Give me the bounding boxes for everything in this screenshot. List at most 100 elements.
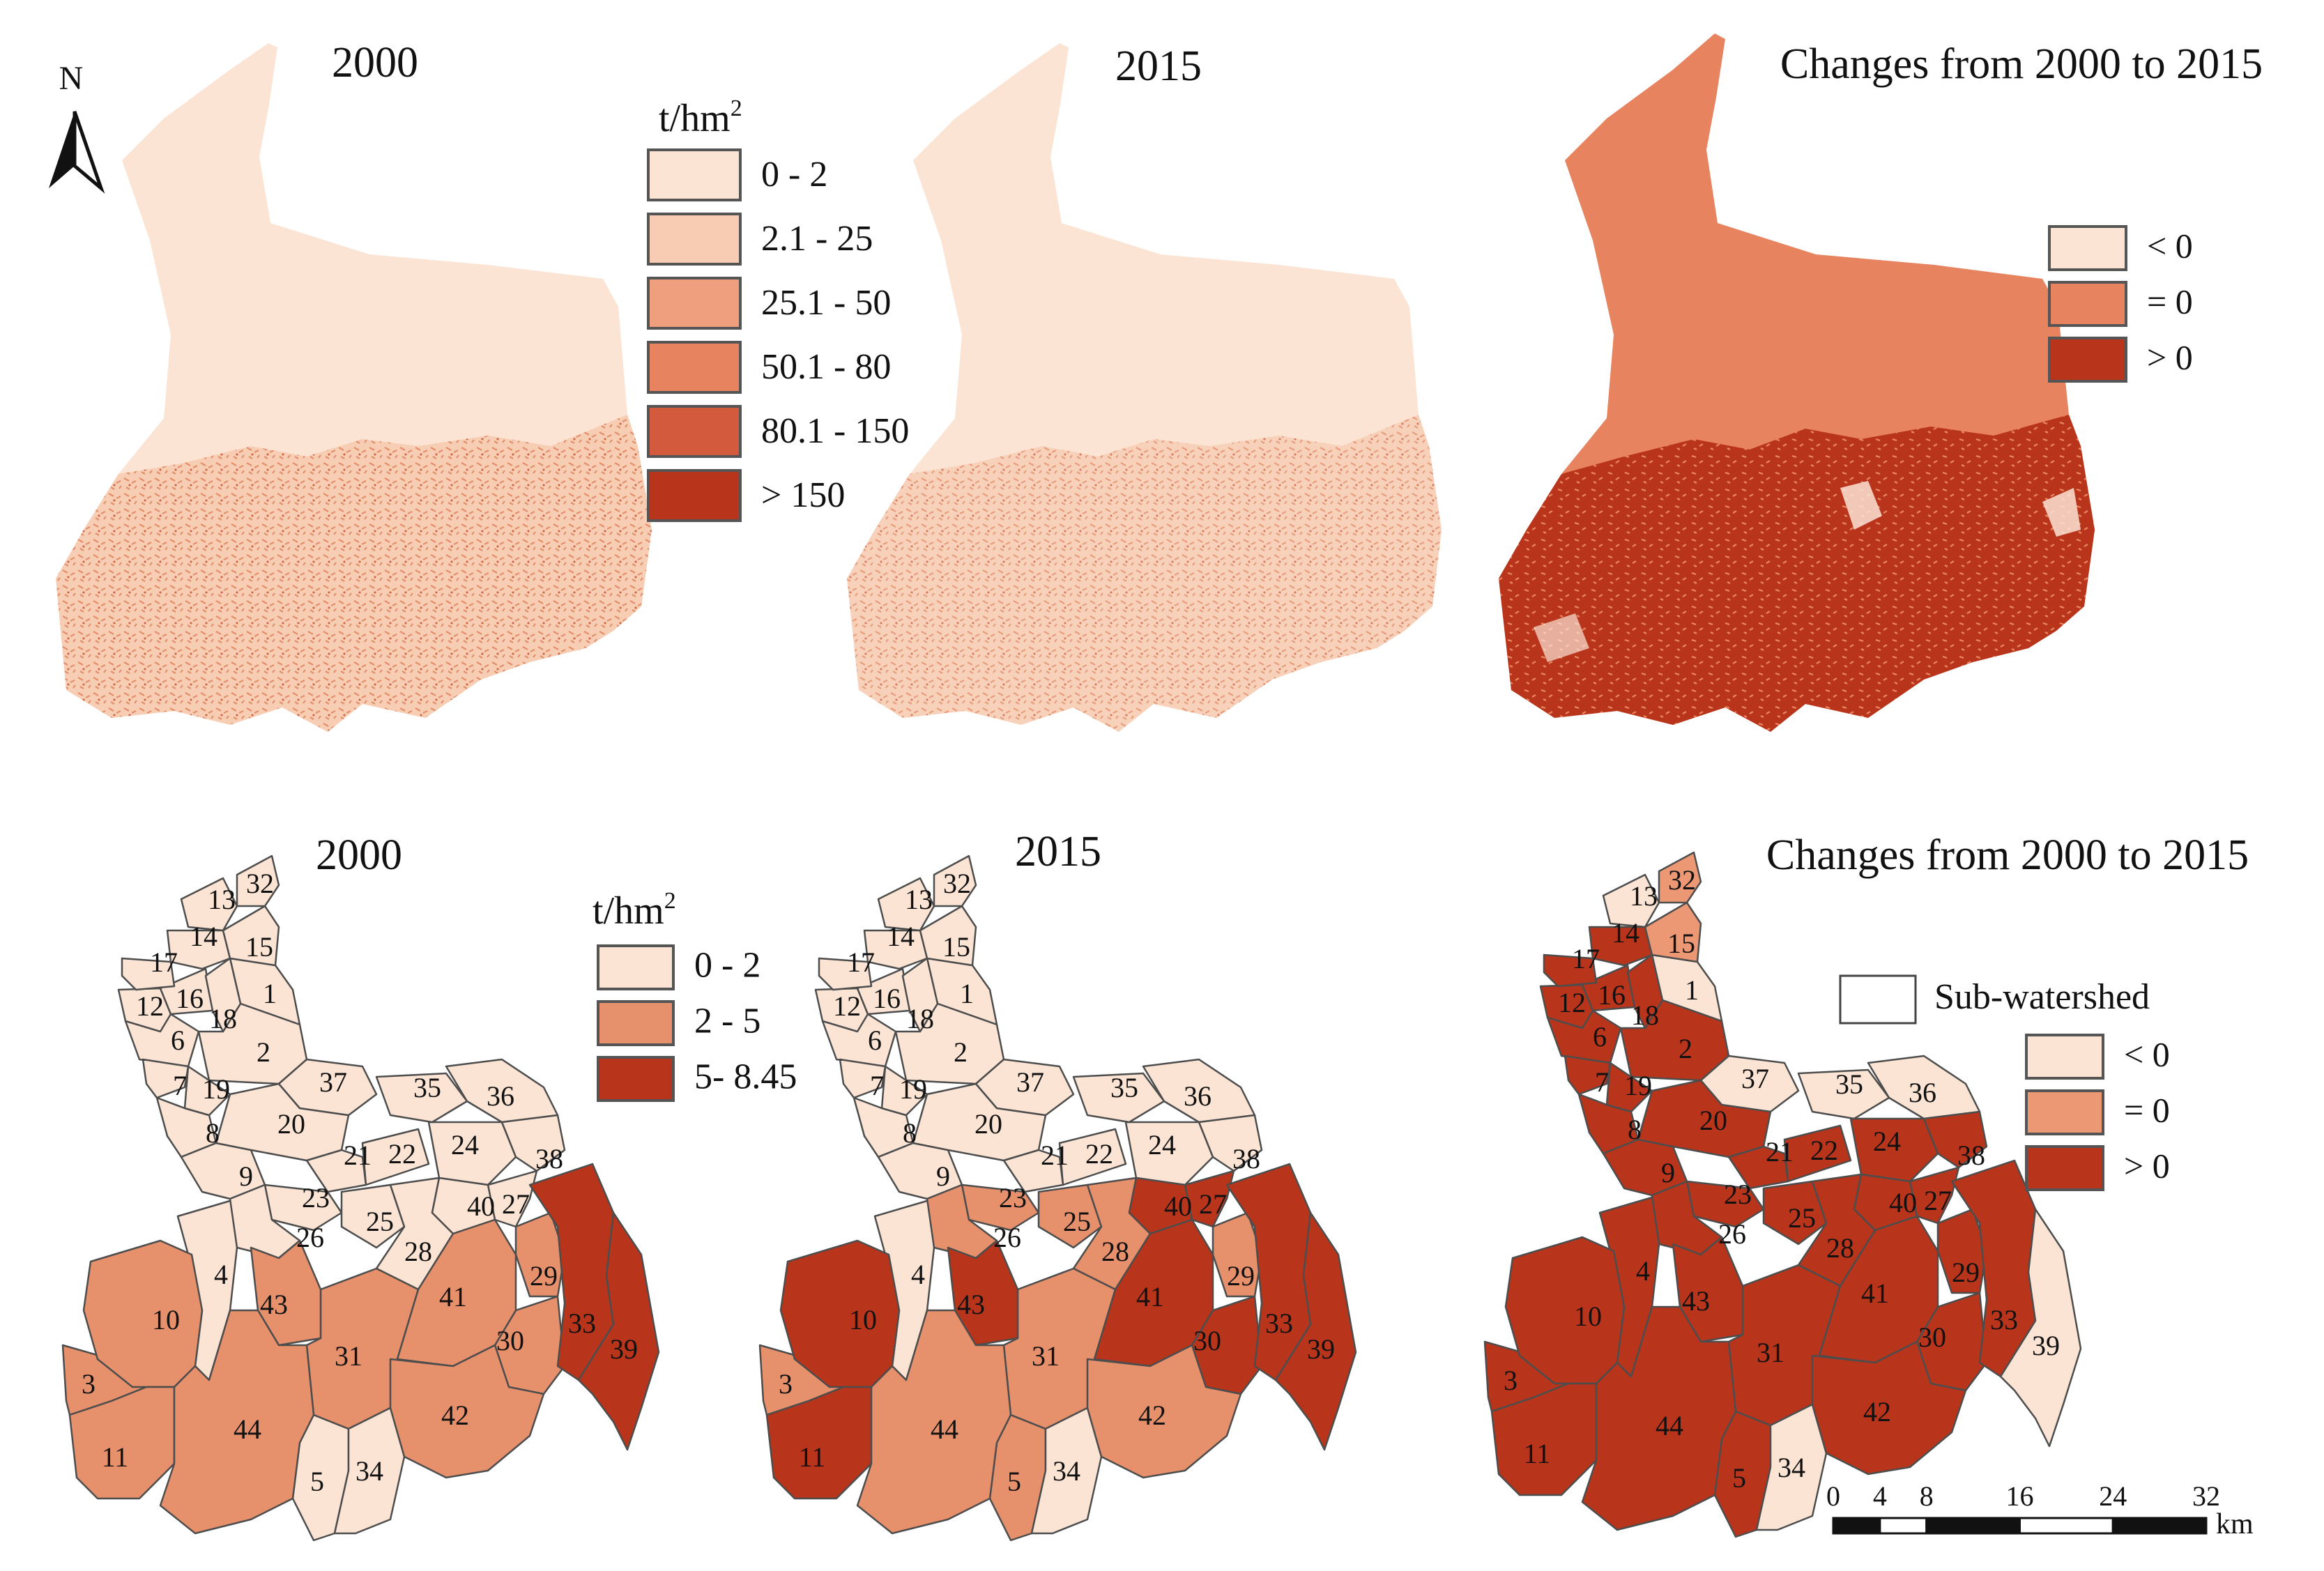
scale-bar-segment (2019, 1517, 2114, 1535)
top-legend-unit: t/hm2 (659, 95, 742, 140)
subwatershed-19-label: 19 (1624, 1070, 1652, 1101)
top-legend-erosion-label: 25.1 - 50 (761, 283, 891, 323)
subwatershed-42-polygon (389, 1344, 545, 1479)
scale-bar-tick-label: 16 (2006, 1480, 2034, 1512)
subwatershed-8-label: 8 (903, 1117, 917, 1149)
subwatershed-7-label: 7 (870, 1070, 884, 1101)
subwatershed-7-polygon (1564, 1055, 1612, 1096)
subwatershed-9-label: 9 (936, 1160, 950, 1192)
top-legend-erosion-label: 80.1 - 150 (761, 411, 909, 451)
bottom-legend-erosion: t/hm2 0 - 2 2 - 5 5- 8.45 (593, 888, 797, 1102)
subwatershed-4-label: 4 (911, 1259, 925, 1290)
bottom-legend-change-swatch (2025, 1034, 2104, 1080)
top-legend-erosion-swatch (647, 341, 742, 394)
subwatershed-33-label: 33 (1990, 1304, 2018, 1335)
subwatershed-6-label: 6 (171, 1025, 185, 1056)
top-legend-erosion-swatch (647, 469, 742, 522)
subwatershed-17-label: 17 (1572, 943, 1600, 974)
subwatershed-24-polygon (1124, 1121, 1214, 1186)
subwatershed-4-label: 4 (214, 1259, 228, 1290)
subwatershed-22-label: 22 (1085, 1138, 1113, 1170)
subwatershed-39-label: 39 (2032, 1330, 2060, 1361)
subwatershed-1-label: 1 (263, 978, 277, 1009)
top-legend-erosion-label: 2.1 - 25 (761, 219, 873, 259)
bottom-legend-erosion-swatch (597, 1000, 675, 1046)
subwatershed-24-label: 24 (1873, 1126, 1901, 1157)
subwatershed-41-label: 41 (439, 1281, 467, 1312)
subwatershed-43-label: 43 (260, 1289, 288, 1320)
subwatershed-16-label: 16 (873, 983, 901, 1014)
subwatershed-22-label: 22 (388, 1138, 416, 1170)
subwatershed-21-label: 21 (1041, 1140, 1069, 1171)
subwatershed-32-label: 32 (246, 868, 274, 899)
subwatershed-3-label: 3 (1504, 1365, 1518, 1396)
subwatershed-30-label: 30 (1193, 1325, 1221, 1356)
subwatershed-3-label: 3 (779, 1368, 793, 1400)
scale-bar-tick-label: 4 (1873, 1480, 1887, 1512)
bottom-panel-title-2015: 2015 (1015, 828, 1101, 875)
subwatershed-23-label: 23 (302, 1182, 330, 1213)
subwatershed-15-label: 15 (245, 931, 273, 963)
bottom-panel-title-2000: 2000 (316, 832, 402, 879)
subwatershed-13-polygon (877, 877, 935, 932)
subwatershed-26-label: 26 (296, 1222, 324, 1253)
subwatershed-4-label: 4 (1636, 1255, 1650, 1287)
subwatershed-30-label: 30 (1918, 1321, 1946, 1353)
subwatershed-41-label: 41 (1861, 1278, 1889, 1309)
subwatershed-25-polygon (1037, 1183, 1103, 1249)
subwatershed-17-label: 17 (847, 947, 875, 978)
top-legend-erosion-label: 0 - 2 (761, 155, 827, 194)
subwatershed-18-label: 18 (906, 1003, 934, 1034)
subwatershed-7-polygon (142, 1058, 190, 1099)
scale-bar-segment (2111, 1517, 2208, 1535)
subwatershed-12-label: 12 (1558, 987, 1586, 1018)
subwatershed-34-label: 34 (1778, 1452, 1805, 1483)
subwatershed-36-label: 36 (1184, 1080, 1211, 1112)
subwatershed-38-polygon (500, 1114, 566, 1172)
subwatershed-29-label: 29 (530, 1260, 558, 1292)
scale-bar-segment (1925, 1517, 2021, 1535)
subwatershed-40-label: 40 (467, 1190, 495, 1222)
subwatershed-44-polygon (1581, 1305, 1737, 1531)
north-arrow-letter: N (59, 60, 84, 97)
bottom-legend-erosion-label: 0 - 2 (694, 946, 760, 986)
bottom-legend-erosion-label: 5- 8.45 (694, 1057, 797, 1097)
subwatershed-8-label: 8 (206, 1117, 220, 1149)
north-arrow-icon-half (72, 111, 105, 194)
subwatershed-27-label: 27 (1924, 1185, 1952, 1216)
subwatershed-2-label: 2 (1679, 1033, 1692, 1064)
subwatershed-35-label: 35 (1110, 1072, 1138, 1103)
subwatershed-17-polygon (121, 957, 176, 991)
subwatershed-35-label: 35 (1835, 1068, 1863, 1100)
top-legend-erosion-swatch (647, 213, 742, 266)
subwatershed-8-label: 8 (1628, 1114, 1642, 1145)
subwatershed-17-label: 17 (150, 947, 178, 978)
top-panel-title-2015: 2015 (1115, 43, 1202, 90)
scale-bar-tick-label: 32 (2192, 1480, 2220, 1512)
top-legend-erosion-swatch (647, 277, 742, 330)
subwatershed-5-label: 5 (1007, 1466, 1021, 1497)
subwatershed-37-label: 37 (1741, 1063, 1769, 1094)
subwatershed-44-polygon (856, 1309, 1012, 1535)
subwatershed-5-label: 5 (310, 1466, 324, 1497)
top-map-change-decrease-patch (1840, 481, 1882, 530)
subwatershed-40-label: 40 (1889, 1187, 1917, 1218)
subwatershed-35-label: 35 (413, 1072, 441, 1103)
subwatershed-42-polygon (1811, 1340, 1967, 1476)
subwatershed-7-polygon (839, 1058, 887, 1099)
subwatershed-13-label: 13 (1630, 880, 1658, 912)
top-map-change: Changes from 2000 to 2015 (1499, 33, 2263, 732)
subwatershed-20-label: 20 (277, 1108, 305, 1140)
subwatershed-31-label: 31 (1757, 1337, 1784, 1368)
scale-bar-tick-label: 24 (2099, 1480, 2127, 1512)
subwatershed-39-label: 39 (1307, 1333, 1335, 1365)
top-legend-erosion-label: > 150 (761, 475, 845, 515)
top-map-change-increase-zone (1499, 415, 2095, 732)
subwatershed-14-label: 14 (887, 921, 915, 952)
top-legend-change-swatch (2048, 337, 2127, 383)
subwatershed-44-label: 44 (234, 1413, 261, 1445)
subwatershed-9-label: 9 (239, 1160, 253, 1192)
bottom-panel-title-change: Changes from 2000 to 2015 (1766, 832, 2249, 879)
subwatershed-15-polygon (222, 905, 280, 967)
bottom-legend-erosion-swatch (597, 944, 675, 990)
